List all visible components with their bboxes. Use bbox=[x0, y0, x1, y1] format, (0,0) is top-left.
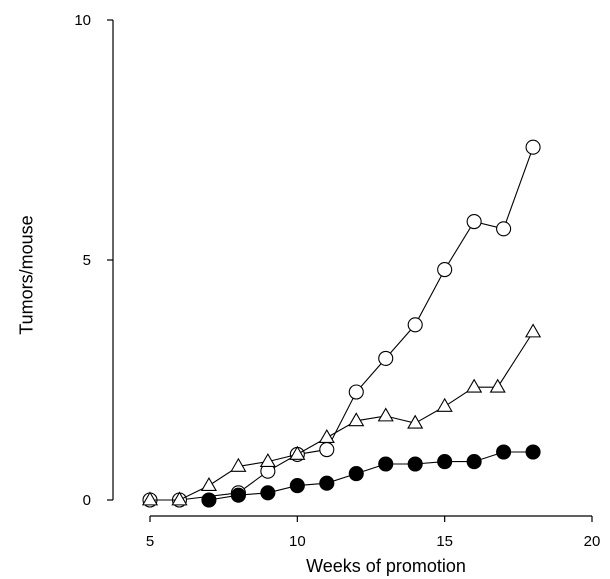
data-point-filled-circle bbox=[466, 454, 482, 470]
data-point-triangle bbox=[171, 491, 188, 506]
data-point-open-circle bbox=[466, 214, 482, 230]
data-point-filled-circle bbox=[525, 444, 541, 460]
data-point-triangle bbox=[489, 378, 506, 393]
data-point-filled-circle bbox=[260, 485, 276, 501]
series-line-filled-circle bbox=[208, 451, 534, 501]
series-group bbox=[141, 139, 542, 508]
x-tick-label: 15 bbox=[436, 533, 453, 550]
series-line-open-triangle bbox=[150, 331, 534, 501]
data-point-open-circle bbox=[319, 442, 335, 458]
data-point-triangle bbox=[466, 378, 483, 393]
data-point-filled-circle bbox=[437, 454, 453, 470]
x-tick-label: 5 bbox=[146, 533, 154, 550]
data-point-open-circle bbox=[525, 139, 541, 155]
data-point-open-circle bbox=[496, 221, 512, 237]
data-point-triangle bbox=[407, 414, 424, 429]
x-axis-label: Weeks of promotion bbox=[306, 556, 466, 576]
data-point-filled-circle bbox=[289, 478, 305, 494]
x-tick-label: 10 bbox=[289, 533, 306, 550]
data-point-triangle bbox=[436, 397, 453, 412]
y-axis-label: Tumors/mouse bbox=[16, 215, 36, 334]
data-point-triangle bbox=[200, 476, 218, 492]
ticks: 0 5 10 5 10 15 20 bbox=[74, 12, 600, 550]
data-point-triangle bbox=[524, 323, 542, 338]
data-point-filled-circle bbox=[496, 444, 512, 460]
data-point-triangle bbox=[348, 412, 365, 427]
y-tick-label: 10 bbox=[74, 12, 91, 29]
data-point-filled-circle bbox=[378, 456, 394, 472]
data-point-filled-circle bbox=[319, 475, 335, 491]
data-point-filled-circle bbox=[230, 487, 246, 503]
series-open-circle bbox=[142, 139, 541, 508]
series-filled-circle bbox=[201, 444, 541, 508]
data-point-filled-circle bbox=[201, 492, 217, 508]
data-point-filled-circle bbox=[348, 466, 364, 482]
data-point-open-circle bbox=[348, 384, 364, 400]
data-point-triangle bbox=[141, 491, 159, 506]
axes bbox=[112, 20, 592, 517]
data-point-triangle bbox=[230, 457, 247, 472]
y-tick-label: 5 bbox=[83, 252, 91, 269]
y-tick-label: 0 bbox=[83, 492, 91, 509]
data-point-open-circle bbox=[378, 350, 394, 366]
series-open-triangle bbox=[141, 323, 542, 506]
data-point-triangle bbox=[377, 407, 394, 422]
data-point-open-circle bbox=[407, 317, 423, 333]
data-point-open-circle bbox=[437, 262, 453, 278]
data-point-triangle bbox=[318, 428, 335, 444]
x-tick-label: 20 bbox=[584, 533, 601, 550]
data-point-triangle bbox=[259, 452, 276, 468]
series-line-open-circle bbox=[150, 147, 534, 501]
data-point-filled-circle bbox=[407, 456, 423, 472]
data-point-triangle bbox=[289, 445, 306, 460]
